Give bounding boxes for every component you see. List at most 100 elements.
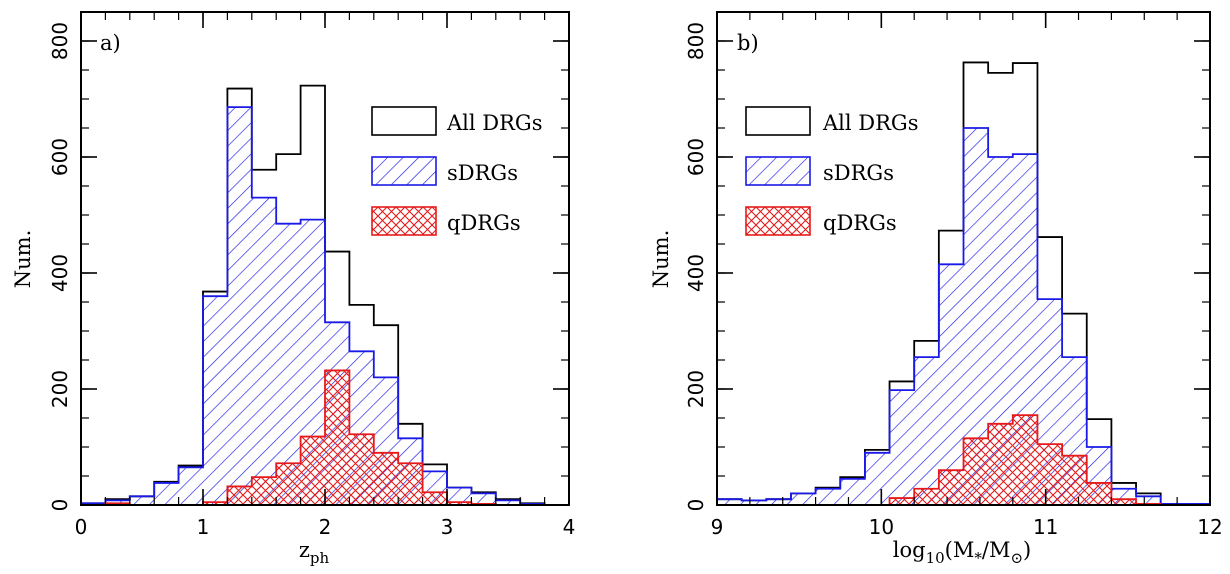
bar-sdrg <box>251 197 277 505</box>
step-line-sdrg <box>80 106 569 506</box>
panel-a-label: a) <box>100 31 121 55</box>
y-tick-label: 200 <box>48 370 72 408</box>
bar-sdrg <box>495 500 521 505</box>
panel-b-legend: All DRGs sDRGs qDRGs <box>745 106 918 236</box>
bar-qdrg <box>373 452 399 505</box>
bar-sdrg <box>864 452 890 505</box>
panel-a-ticks <box>80 11 570 506</box>
bar-sdrg <box>471 493 496 505</box>
bar-qdrg <box>988 423 1013 505</box>
x-tick-label: 11 <box>1033 515 1058 539</box>
panel-b-frame <box>716 11 1211 506</box>
bar-qdrg <box>422 492 447 505</box>
bar-qdrg <box>889 498 915 505</box>
y-tick-label: 600 <box>48 138 72 176</box>
bar-qdrg <box>300 436 325 505</box>
bar-sdrg <box>938 264 964 505</box>
bar-qdrg <box>398 463 423 505</box>
panel-a-ylabel: Num. <box>11 230 35 289</box>
panel-b-xlabel-sub10: 10 <box>926 549 945 567</box>
panel-b-xlabel-log: log <box>893 538 926 562</box>
legend-label-sdrg: sDRGs <box>447 161 518 185</box>
bar-sdrg <box>889 390 915 505</box>
bar-qdrg <box>203 502 228 505</box>
bar-sdrg <box>717 499 742 505</box>
panel-a-xlabel: zph <box>299 538 330 567</box>
bar-qdrg <box>251 477 277 505</box>
x-tick-label: 3 <box>441 515 454 539</box>
x-tick-label: 0 <box>75 515 88 539</box>
panel-b-xlabel-msun: /M <box>982 538 1011 562</box>
y-tick-label: 800 <box>684 22 708 60</box>
bar-sdrg <box>129 496 155 505</box>
bar-qdrg <box>276 463 301 505</box>
bar-sdrg <box>766 499 791 505</box>
bar-sdrg <box>203 296 228 505</box>
panel-a-legend: All DRGs sDRGs qDRGs <box>371 106 542 236</box>
panel-b-xlabel-m: (M <box>945 538 975 562</box>
panel-b-xlabel: log10(M*/M⊙) <box>893 538 1031 567</box>
bar-sdrg <box>154 482 179 505</box>
bar-qdrg <box>227 486 252 505</box>
bar-qdrg <box>349 434 374 505</box>
panel-b-xlabel-close: ) <box>1023 538 1031 562</box>
panel-a-bars <box>80 84 569 506</box>
y-tick-label: 400 <box>48 254 72 292</box>
legend-label-sdrg: sDRGs <box>823 161 894 185</box>
panel-b-label: b) <box>737 31 759 55</box>
step-line-sdrg <box>716 127 1211 505</box>
bar-qdrg <box>963 438 989 505</box>
panel-a-xlabel-main: z <box>299 538 310 562</box>
panel-b-ticks <box>716 11 1211 506</box>
legend-label-all: All DRGs <box>822 111 918 135</box>
bar-sdrg <box>914 357 939 505</box>
bar-qdrg <box>1037 444 1063 505</box>
legend-label-all: All DRGs <box>446 111 542 135</box>
x-tick-label: 10 <box>869 515 894 539</box>
legend-swatch-qdrg <box>371 206 437 236</box>
x-tick-label: 12 <box>1197 515 1222 539</box>
x-tick-label: 9 <box>711 515 724 539</box>
y-tick-label: 200 <box>684 370 708 408</box>
panel-a-xlabel-sub: ph <box>310 549 330 567</box>
bar-qdrg <box>447 502 472 505</box>
y-tick-label: 0 <box>684 499 708 512</box>
panel-a-histogram: 0 1 2 3 4 0 200 400 600 800 a) Num. zph All DRGs … <box>11 11 575 567</box>
x-tick-label: 1 <box>197 515 210 539</box>
legend-label-qdrg: qDRGs <box>447 211 521 235</box>
panel-b-tick-labels: 9 10 11 12 0 200 400 600 800 <box>684 22 1223 539</box>
panel-b-bars <box>716 61 1211 506</box>
bar-sdrg <box>790 493 816 505</box>
bar-sdrg <box>815 488 841 505</box>
y-tick-label: 800 <box>48 22 72 60</box>
y-tick-label: 0 <box>48 499 72 512</box>
bar-sdrg <box>840 478 865 505</box>
bar-qdrg <box>1012 415 1038 505</box>
bar-qdrg <box>914 488 939 505</box>
x-tick-label: 4 <box>563 515 576 539</box>
legend-swatch-sdrg <box>745 156 811 186</box>
panel-a-tick-labels: 0 1 2 3 4 0 200 400 600 800 <box>48 22 575 539</box>
y-tick-label: 400 <box>684 254 708 292</box>
legend-swatch-qdrg <box>745 206 811 236</box>
bar-sdrg <box>178 467 203 505</box>
legend-swatch-sdrg <box>371 156 437 186</box>
panel-b-xlabel-star: * <box>974 549 982 567</box>
bar-sdrg <box>741 500 767 505</box>
legend-swatch-all <box>745 106 811 136</box>
bar-sdrg <box>227 107 252 506</box>
bar-qdrg <box>1062 455 1087 505</box>
bar-sdrg <box>1136 496 1161 505</box>
panel-b-ylabel: Num. <box>649 230 673 289</box>
bar-qdrg <box>1111 499 1137 505</box>
panel-b-xlabel-sun: ⊙ <box>1010 549 1023 567</box>
y-tick-label: 600 <box>684 138 708 176</box>
bar-sdrg <box>447 487 472 505</box>
bar-qdrg <box>1086 482 1112 505</box>
bar-qdrg <box>325 370 350 505</box>
bar-qdrg <box>938 470 964 505</box>
legend-swatch-all <box>371 106 437 136</box>
x-tick-label: 2 <box>319 515 332 539</box>
